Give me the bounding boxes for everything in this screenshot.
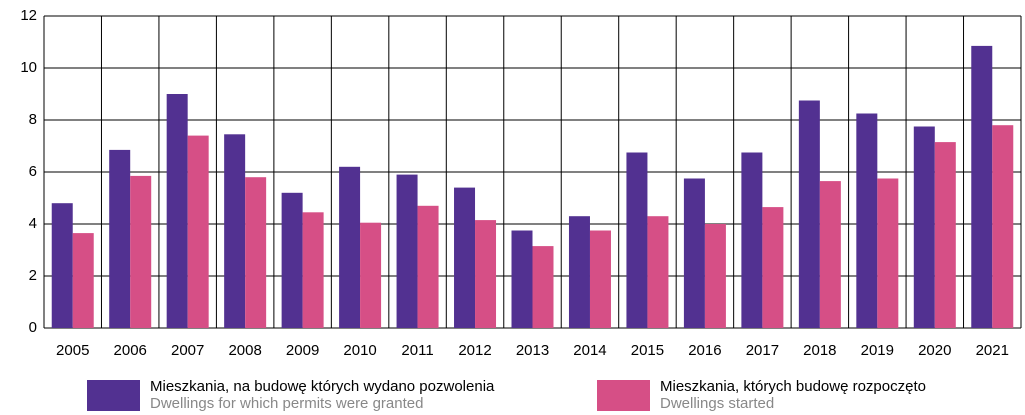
bar: [856, 113, 878, 328]
bar: [511, 230, 533, 328]
bar: [339, 166, 361, 328]
x-tick-label: 2010: [343, 342, 376, 359]
y-tick-label: 10: [20, 59, 37, 76]
bar: [647, 216, 669, 328]
bar: [992, 125, 1014, 328]
x-tick-label: 2007: [171, 342, 204, 359]
y-tick-label: 8: [29, 111, 37, 128]
x-tick-label: 2017: [746, 342, 779, 359]
bar: [187, 135, 209, 328]
bar: [166, 94, 188, 328]
legend-swatch: [597, 380, 650, 411]
bar: [741, 152, 763, 328]
bar: [51, 203, 73, 328]
x-tick-label: 2018: [803, 342, 836, 359]
bar: [934, 142, 956, 328]
y-tick-label: 0: [29, 319, 37, 336]
bar: [130, 175, 152, 328]
x-tick-label: 2013: [516, 342, 549, 359]
bar: [224, 134, 246, 328]
bar: [589, 230, 611, 328]
x-tick-label: 2009: [286, 342, 319, 359]
x-tick-label: 2014: [573, 342, 606, 359]
bar: [475, 220, 497, 328]
legend-label: Mieszkania, których budowę rozpoczęto: [660, 378, 926, 395]
bar: [72, 233, 94, 328]
bar: [396, 174, 418, 328]
y-tick-label: 6: [29, 163, 37, 180]
bar: [762, 207, 784, 328]
x-tick-label: 2011: [401, 342, 433, 359]
bar: [704, 224, 726, 328]
y-tick-label: 4: [29, 215, 37, 232]
legend-swatch: [87, 380, 140, 411]
x-tick-label: 2005: [56, 342, 89, 359]
bar: [417, 205, 439, 328]
x-tick-label: 2012: [458, 342, 491, 359]
bar: [971, 45, 993, 329]
bar: [245, 177, 267, 328]
x-tick-label: 2021: [976, 342, 1009, 359]
y-tick-label: 2: [29, 267, 37, 284]
bar: [913, 126, 935, 328]
x-tick-label: 2019: [861, 342, 894, 359]
x-tick-label: 2006: [114, 342, 147, 359]
bar: [626, 152, 648, 328]
y-tick-label: 12: [20, 7, 37, 24]
legend-label-en: Dwellings for which permits were granted: [150, 395, 423, 412]
x-tick-label: 2015: [631, 342, 664, 359]
bar: [819, 181, 841, 328]
x-tick-label: 2008: [228, 342, 261, 359]
bar: [568, 216, 590, 328]
bar: [877, 178, 899, 328]
bar: [109, 149, 131, 328]
x-tick-label: 2020: [918, 342, 951, 359]
legend-label: Mieszkania, na budowę których wydano poz…: [150, 378, 495, 395]
bar: [798, 100, 820, 328]
bar: [683, 178, 705, 328]
bar: [360, 222, 382, 328]
bar: [281, 192, 303, 328]
bar: [454, 187, 476, 328]
bar: [532, 246, 554, 328]
legend-label-en: Dwellings started: [660, 395, 774, 412]
bar: [302, 212, 324, 328]
x-tick-label: 2016: [688, 342, 721, 359]
